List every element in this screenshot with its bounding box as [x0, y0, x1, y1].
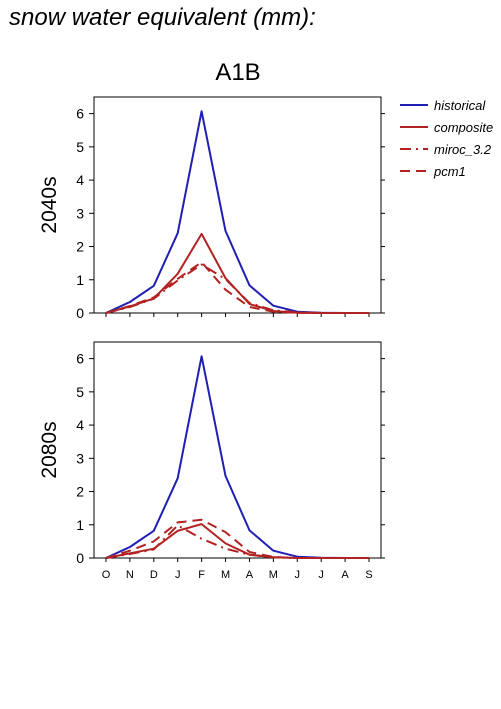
x-tick-label: J — [295, 569, 301, 581]
period-label: 2040s — [38, 176, 61, 233]
legend: historical composite miroc_3.2 pcm1 — [400, 98, 493, 179]
y-tick-label: 4 — [76, 417, 84, 433]
y-tick-label: 1 — [76, 517, 84, 533]
x-tick-label: M — [221, 569, 230, 581]
y-tick-label: 3 — [76, 205, 84, 221]
x-tick-label: A — [246, 569, 254, 581]
series-line-historical — [105, 355, 369, 559]
series-line-historical — [105, 110, 369, 314]
panel-2080s: 0 1 2 3 4 5 6 2080s — [38, 341, 385, 566]
y-tick-label: 0 — [76, 305, 84, 321]
legend-label-pcm1: pcm1 — [433, 164, 466, 179]
x-tick-label: O — [102, 569, 111, 581]
x-tick-label: A — [341, 569, 349, 581]
y-tick-label: 2 — [76, 484, 84, 500]
legend-label-historical: historical — [434, 98, 486, 113]
x-tick-label: J — [318, 569, 324, 581]
legend-label-composite: composite — [434, 120, 493, 135]
y-tick-label: 0 — [76, 550, 84, 566]
y-tick-label: 4 — [76, 172, 84, 188]
scenario-title: A1B — [215, 59, 260, 86]
series-line-miroc-3-2 — [105, 263, 369, 314]
period-label: 2080s — [38, 421, 61, 478]
x-tick-label: M — [269, 569, 278, 581]
y-tick-label: 1 — [76, 272, 84, 288]
series-line-pcm1 — [105, 518, 369, 559]
plot-frame — [93, 341, 382, 559]
y-tick-label: 5 — [76, 384, 84, 400]
y-tick-label: 2 — [76, 239, 84, 255]
x-tick-label: F — [198, 569, 205, 581]
y-tick-label: 3 — [76, 450, 84, 466]
plot-frame — [93, 96, 382, 314]
series-line-pcm1 — [105, 261, 369, 314]
panel-2040s: 0 1 2 3 4 5 6 2040s — [38, 96, 385, 321]
y-tick-label: 6 — [76, 351, 84, 367]
x-tick-label: D — [150, 569, 158, 581]
series-line-miroc-3-2 — [105, 524, 369, 559]
x-tick-label: S — [365, 569, 372, 581]
legend-label-miroc: miroc_3.2 — [434, 142, 492, 157]
x-tick-label: N — [126, 569, 134, 581]
x-tick-label: J — [175, 569, 181, 581]
y-tick-label: 5 — [76, 139, 84, 155]
y-tick-label: 6 — [76, 106, 84, 122]
page-title: snow water equivalent (mm): — [9, 4, 316, 31]
